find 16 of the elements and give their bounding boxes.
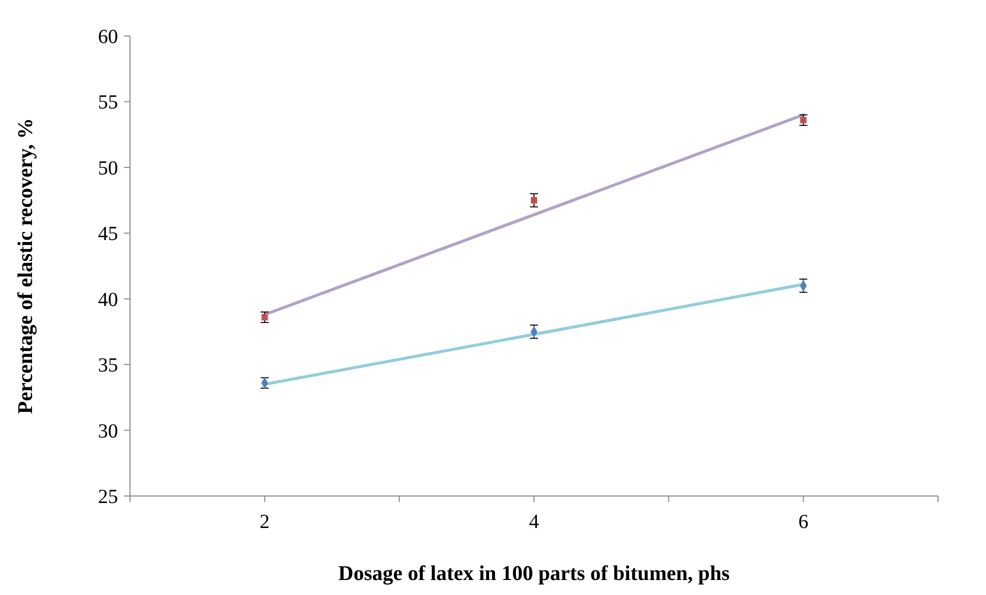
y-tick-label: 25: [98, 486, 118, 508]
y-tick-label: 60: [98, 26, 118, 48]
y-tick-label: 55: [98, 92, 118, 114]
x-tick-label: 4: [529, 511, 539, 533]
y-tick-label: 45: [98, 223, 118, 246]
y-tick-label: 40: [98, 288, 118, 311]
point: [800, 116, 806, 124]
y-tick-label: 30: [98, 420, 118, 442]
x-tick-label: 2: [260, 511, 270, 533]
point: [262, 314, 268, 320]
x-axis-title: Dosage of latex in 100 parts of bitumen, phs: [338, 561, 730, 585]
point: [530, 197, 538, 204]
x-tick-label: 6: [798, 511, 808, 533]
y-axis-title: Percentage of elastic recovery, %: [13, 118, 37, 414]
y-tick-label: 35: [98, 354, 118, 377]
y-tick-label: 50: [98, 157, 118, 180]
